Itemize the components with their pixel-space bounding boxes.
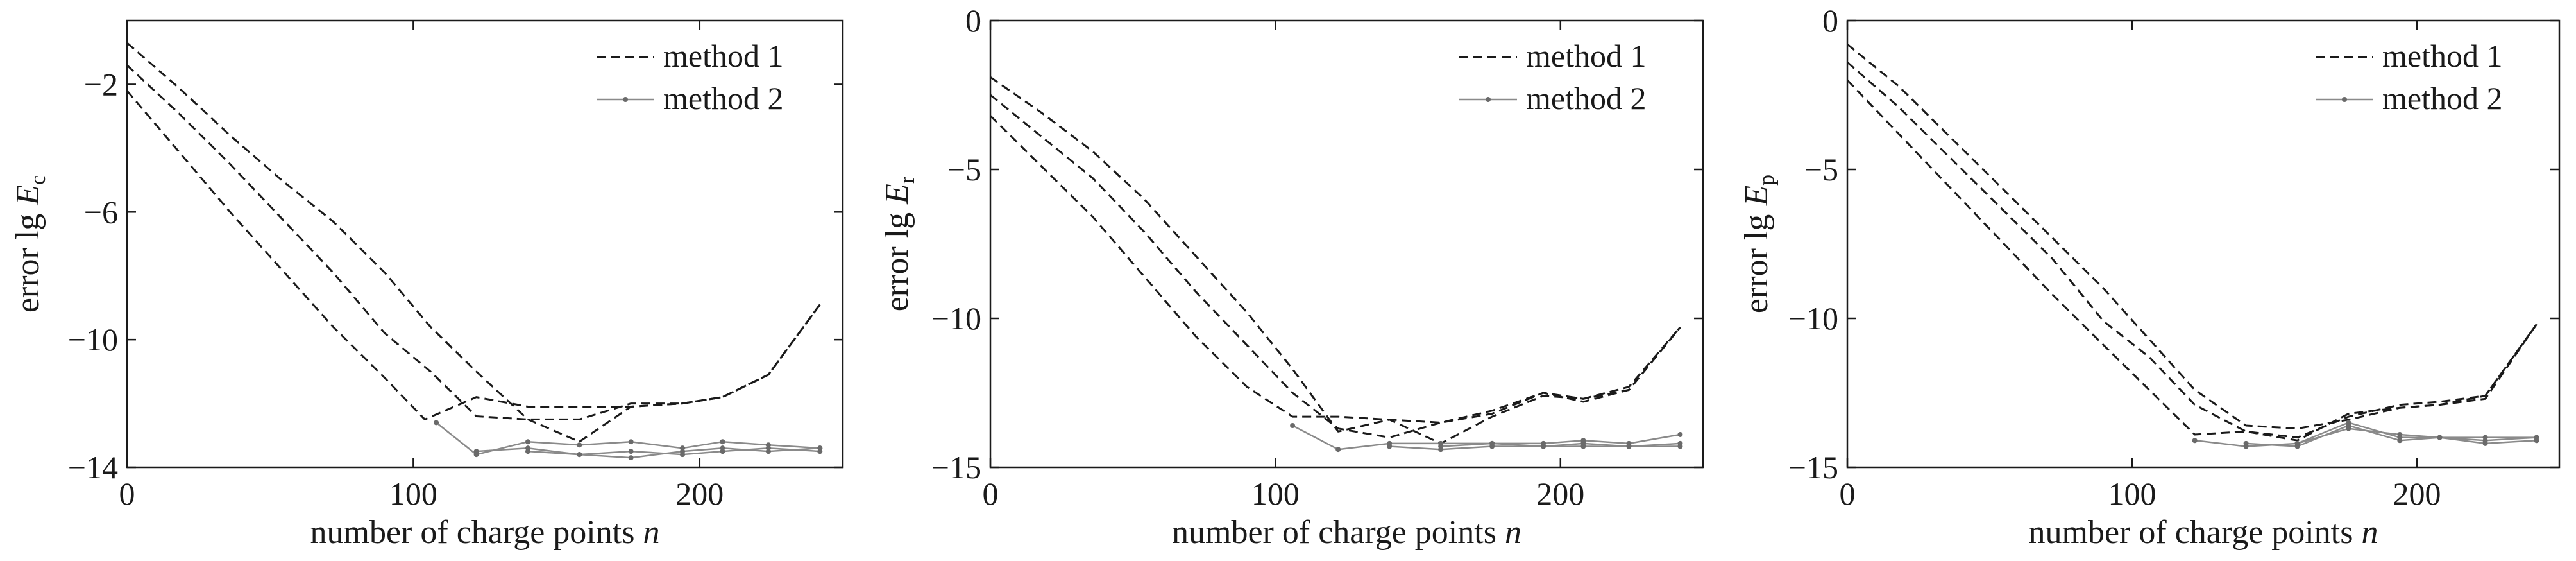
series-point-method-2 xyxy=(2437,435,2443,440)
x-tick-label: 0 xyxy=(119,476,135,512)
x-tick-label: 100 xyxy=(1251,476,1300,512)
plot-frame xyxy=(1846,19,2561,469)
series-line-method-1 xyxy=(989,115,1681,445)
x-axis-title: number of charge points n xyxy=(310,514,660,551)
series-point-method-2 xyxy=(525,449,530,454)
legend-label: method 1 xyxy=(2382,38,2502,74)
x-tick-label: 0 xyxy=(983,476,999,512)
y-tick-label: −10 xyxy=(68,322,118,358)
y-tick-label: −6 xyxy=(84,194,118,230)
series-line-method-1 xyxy=(126,42,821,443)
series-line-method-1 xyxy=(1846,79,2538,442)
legend-marker xyxy=(623,97,628,102)
series-point-method-2 xyxy=(2346,426,2351,431)
series-point-method-2 xyxy=(577,442,582,448)
series-point-method-2 xyxy=(1541,444,1546,449)
legend-marker xyxy=(2342,97,2347,102)
legend-label: method 2 xyxy=(1526,80,1646,116)
y-tick-label: 0 xyxy=(965,3,981,39)
series-line-method-2 xyxy=(476,447,820,459)
y-tick-label: −5 xyxy=(947,151,981,187)
series-point-method-2 xyxy=(628,455,634,461)
series-point-method-2 xyxy=(1438,444,1444,449)
series-line-method-2 xyxy=(2297,427,2537,445)
series-line-method-1 xyxy=(990,76,1681,433)
y-axis-title: error lg Ep xyxy=(1738,175,1779,313)
y-axis-title: error lg Er xyxy=(879,176,919,311)
series-line-method-1 xyxy=(1847,61,2538,439)
series-point-method-2 xyxy=(720,449,725,454)
series-point-method-2 xyxy=(577,452,582,458)
series-point-method-2 xyxy=(1677,444,1683,449)
series-point-method-2 xyxy=(1290,423,1296,429)
x-tick-label: 100 xyxy=(2108,476,2157,512)
y-tick-label: −10 xyxy=(931,300,981,336)
x-axis-title: number of charge points n xyxy=(2029,514,2378,551)
x-tick-label: 100 xyxy=(389,476,437,512)
panel-error-Ec: −2 −6 −10 −140 100 200 number of charge points… xyxy=(10,19,844,551)
series-point-method-2 xyxy=(2482,438,2488,444)
series-line-method-2 xyxy=(2194,422,2537,447)
y-axis-title: error lg Ec xyxy=(10,175,50,313)
series-point-method-2 xyxy=(1335,447,1341,453)
y-tick-label: −2 xyxy=(84,66,118,102)
plot-frame xyxy=(989,19,1704,469)
series-point-method-2 xyxy=(1489,440,1495,446)
series-point-method-2 xyxy=(1677,431,1683,437)
y-tick-label: 0 xyxy=(1822,3,1838,39)
series-point-method-2 xyxy=(2192,438,2198,444)
series-point-method-2 xyxy=(525,439,530,445)
x-axis-title: number of charge points n xyxy=(1172,514,1521,551)
legend-label: method 2 xyxy=(2382,80,2502,116)
series-point-method-2 xyxy=(817,449,823,454)
series-point-method-2 xyxy=(2397,438,2403,444)
series-point-method-2 xyxy=(2397,431,2403,437)
series-point-method-2 xyxy=(2294,440,2300,446)
series-point-method-2 xyxy=(1387,444,1393,449)
series-line-method-1 xyxy=(126,64,821,420)
series-point-method-2 xyxy=(680,452,686,458)
series-point-method-2 xyxy=(720,439,725,445)
series-point-method-2 xyxy=(1580,444,1586,449)
series-line-method-1 xyxy=(126,90,821,420)
y-tick-label: −5 xyxy=(1804,151,1838,187)
x-tick-label: 200 xyxy=(675,476,724,512)
series-line-method-2 xyxy=(1441,442,1681,447)
x-tick-label: 200 xyxy=(1536,476,1584,512)
legend-label: method 1 xyxy=(1526,38,1646,74)
legend-label: method 1 xyxy=(663,38,783,74)
y-tick-label: −10 xyxy=(1788,300,1838,336)
plot-frame xyxy=(126,19,844,469)
legend-marker xyxy=(1486,97,1491,102)
series-point-method-2 xyxy=(1626,444,1632,449)
x-tick-label: 0 xyxy=(1840,476,1856,512)
series-point-method-2 xyxy=(2534,435,2539,440)
series-point-method-2 xyxy=(765,445,771,451)
y-tick-label: −14 xyxy=(68,449,118,485)
series-point-method-2 xyxy=(434,420,439,426)
series-point-method-2 xyxy=(2243,440,2249,446)
series-point-method-2 xyxy=(628,439,634,445)
legend-label: method 2 xyxy=(663,80,783,116)
series-line-method-1 xyxy=(990,94,1681,439)
y-tick-label: −15 xyxy=(931,449,981,485)
x-tick-label: 200 xyxy=(2393,476,2441,512)
y-tick-label: −15 xyxy=(1788,449,1838,485)
series-point-method-2 xyxy=(628,449,634,454)
series-point-method-2 xyxy=(473,449,479,454)
